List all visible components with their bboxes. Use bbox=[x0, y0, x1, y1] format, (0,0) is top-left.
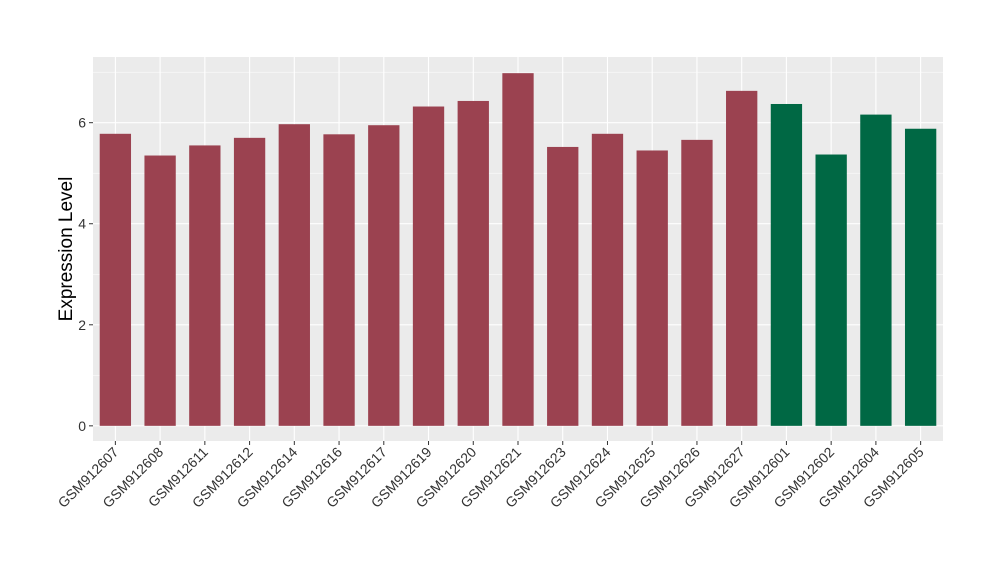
bar-gsm912607 bbox=[99, 133, 132, 426]
bar-gsm912608 bbox=[144, 155, 176, 426]
y-tick-label: 2 bbox=[78, 317, 86, 333]
bar-gsm912625 bbox=[636, 150, 668, 426]
bar-gsm912621 bbox=[502, 73, 534, 426]
y-tick-label: 0 bbox=[78, 418, 86, 434]
bar-gsm912620 bbox=[457, 100, 489, 426]
bar-gsm912602 bbox=[815, 154, 847, 426]
y-axis-title: Expression Level bbox=[56, 177, 77, 322]
bar-gsm912614 bbox=[278, 124, 310, 426]
bar-gsm912623 bbox=[547, 146, 579, 426]
y-tick-label: 6 bbox=[78, 115, 86, 131]
bar-gsm912612 bbox=[233, 137, 266, 426]
bar-gsm912627 bbox=[726, 90, 758, 426]
bar-gsm912601 bbox=[770, 103, 803, 426]
y-tick-label: 4 bbox=[78, 216, 86, 232]
bar-gsm912626 bbox=[681, 139, 713, 426]
bars bbox=[99, 73, 937, 426]
bar-gsm912611 bbox=[189, 145, 221, 426]
bar-gsm912617 bbox=[368, 125, 400, 426]
bar-gsm912605 bbox=[904, 128, 937, 426]
bar-gsm912619 bbox=[412, 106, 445, 426]
bar-gsm912624 bbox=[591, 133, 624, 426]
y-axis: 0 2 4 6 bbox=[78, 115, 93, 434]
bar-gsm912604 bbox=[860, 114, 892, 426]
bar-gsm912616 bbox=[323, 134, 355, 426]
x-axis: GSM912607GSM912608GSM912611GSM912612GSM9… bbox=[55, 441, 927, 511]
